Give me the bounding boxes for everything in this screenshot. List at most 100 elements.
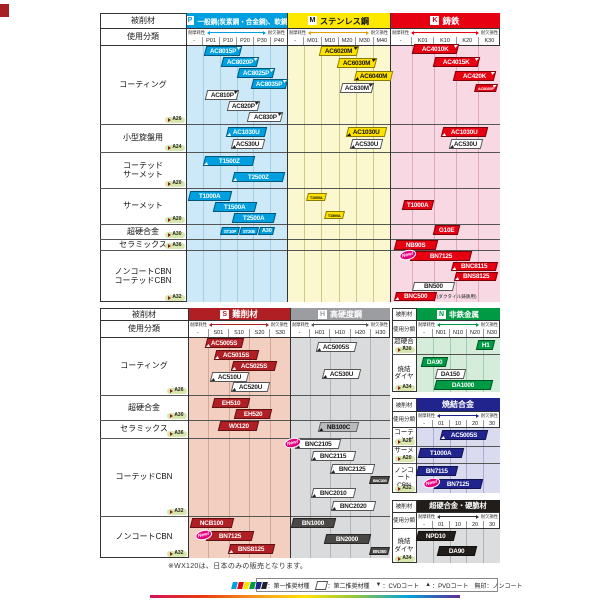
work-material-header: 被削材 bbox=[132, 309, 156, 319]
grade-chip: AC830P bbox=[246, 112, 284, 122]
grade-chip: T2500A bbox=[231, 213, 277, 223]
grade-chip-label: DA90 bbox=[426, 358, 443, 366]
panel-title: 超硬合金・硬脆材 bbox=[429, 501, 487, 510]
row-divider bbox=[100, 224, 500, 225]
cvd-mark-icon bbox=[368, 84, 373, 87]
grid-line bbox=[412, 45, 413, 302]
row-divider bbox=[100, 188, 500, 189]
grade-chip-label: DA1000 bbox=[452, 381, 475, 389]
ref-page: A36 bbox=[172, 241, 182, 248]
wear-label: 耐摩耗性 bbox=[292, 321, 310, 327]
wear-label: 耐摩耗性 bbox=[418, 513, 436, 519]
cvd-mark-icon bbox=[269, 69, 274, 72]
scale-tick: 10 bbox=[449, 420, 466, 427]
row-divider bbox=[100, 420, 390, 421]
row-label: 焼結 ダイヤ A34 bbox=[394, 365, 415, 391]
grade-chip-label: H1 bbox=[481, 341, 490, 349]
grade-chip: AC4015K bbox=[432, 57, 481, 67]
grade-chip: BN350 bbox=[369, 547, 390, 555]
axis-arrow-right bbox=[365, 30, 369, 35]
scale-tick: S10 bbox=[228, 329, 249, 337]
grade-chip-label: AC4015K bbox=[443, 58, 470, 66]
scale-tick: S20 bbox=[248, 329, 270, 337]
scale-tick: P20 bbox=[236, 37, 253, 45]
grade-chip-label: BNS8125 bbox=[462, 273, 490, 280]
grade-chip-label: BNC8115 bbox=[461, 263, 488, 270]
fracture-label: 耐欠損性 bbox=[480, 412, 498, 418]
cvd-mark-icon bbox=[277, 113, 282, 116]
ref-page: A32 bbox=[402, 484, 412, 491]
panel-divider bbox=[188, 308, 189, 558]
wear-label: 耐摩耗性 bbox=[418, 321, 436, 327]
grade-chip-label: DA150 bbox=[441, 370, 460, 378]
panel-header: K 鋳鉄 bbox=[390, 13, 500, 28]
grid-line bbox=[449, 427, 451, 493]
grade-chip: AC1030U bbox=[440, 127, 489, 137]
panel-divider bbox=[290, 308, 291, 558]
pvd-mark-icon bbox=[452, 267, 457, 270]
panel-title: 高硬度鋼 bbox=[330, 309, 362, 319]
axis-arrow-left bbox=[437, 322, 441, 327]
grade-chip: BNC300 bbox=[369, 476, 390, 484]
grade-chip-label: T1000A bbox=[310, 194, 323, 200]
axis-arrow bbox=[209, 322, 269, 327]
grid-line bbox=[338, 45, 340, 302]
scale-tick: N01 bbox=[432, 329, 449, 337]
scale-tick: K20 bbox=[455, 37, 478, 45]
grade-chip: AC530U bbox=[448, 139, 484, 149]
row-divider bbox=[392, 354, 500, 355]
panel-header: P 一般鋼(炭素鋼・合金鋼)、軟鋼 bbox=[185, 13, 288, 28]
axis-arrow bbox=[437, 413, 479, 418]
grade-chip-label: AC8020P bbox=[226, 58, 254, 66]
ref-page: A26 bbox=[174, 386, 184, 393]
axis-arrow-right bbox=[365, 322, 369, 327]
ref-badge: A32 bbox=[167, 550, 187, 557]
ref-arrow-icon bbox=[170, 551, 174, 556]
grid-line bbox=[432, 427, 434, 493]
row-divider bbox=[392, 463, 500, 464]
ref-arrow-icon bbox=[170, 431, 174, 436]
scale-tick: K30 bbox=[477, 37, 500, 45]
ref-page: A26 bbox=[172, 115, 182, 122]
panel-title: 焼結合金 bbox=[442, 400, 474, 409]
grade-chip: AC8035P bbox=[250, 79, 289, 89]
panel-letter: H bbox=[318, 309, 327, 319]
grade-chip-label: T2500A bbox=[243, 214, 265, 222]
grade-chip-label: AC6020M bbox=[325, 47, 353, 55]
grade-chip: NPD10 bbox=[415, 531, 457, 541]
grade-chip: G10E bbox=[432, 225, 461, 235]
grade-chip-label: EH520 bbox=[243, 410, 263, 418]
panel-title: ステンレス鋼 bbox=[319, 16, 370, 26]
grade-chip-label: BN7125 bbox=[447, 480, 470, 488]
ref-page: A20 bbox=[172, 179, 182, 186]
ref-page: A30 bbox=[402, 345, 412, 352]
ref-arrow-icon bbox=[168, 217, 172, 222]
cvd-mark-icon bbox=[371, 59, 376, 62]
axis-arrow bbox=[437, 514, 479, 519]
row-divider bbox=[100, 250, 500, 251]
usage-header: 使用分類 bbox=[392, 326, 415, 333]
grade-chip-label: T1000A bbox=[199, 192, 221, 200]
panel-letter: K bbox=[430, 16, 440, 25]
grade-chip-label: AC510U bbox=[217, 373, 242, 381]
wear-label: 耐摩耗性 bbox=[418, 412, 436, 418]
grade-chip-label: AC420K bbox=[462, 72, 487, 80]
row-divider bbox=[100, 124, 500, 125]
axis-arrow-right bbox=[475, 322, 479, 327]
row-label: ノンコートCBN A32 bbox=[100, 516, 188, 558]
scale-tick: M40 bbox=[372, 37, 390, 45]
grade-chip-label: T1500Z bbox=[218, 157, 240, 165]
pvd-mark-icon: ▲ bbox=[425, 582, 432, 588]
legend-item-pvd: ▲ ：PVDコート bbox=[425, 581, 468, 590]
grade-chip: H1 bbox=[475, 340, 496, 350]
grade-chip-label: AC530U bbox=[329, 370, 354, 378]
first-choice-chips-icon bbox=[230, 581, 268, 589]
grade-chip: BN7115 bbox=[415, 466, 459, 476]
ref-arrow-icon bbox=[170, 388, 174, 393]
grade-chip-label: AC6040M bbox=[359, 72, 388, 80]
ref-arrow-icon bbox=[170, 413, 174, 418]
grade-chip: BN7125 New! bbox=[398, 248, 473, 262]
grade-chip-label: AC810P bbox=[210, 91, 234, 99]
